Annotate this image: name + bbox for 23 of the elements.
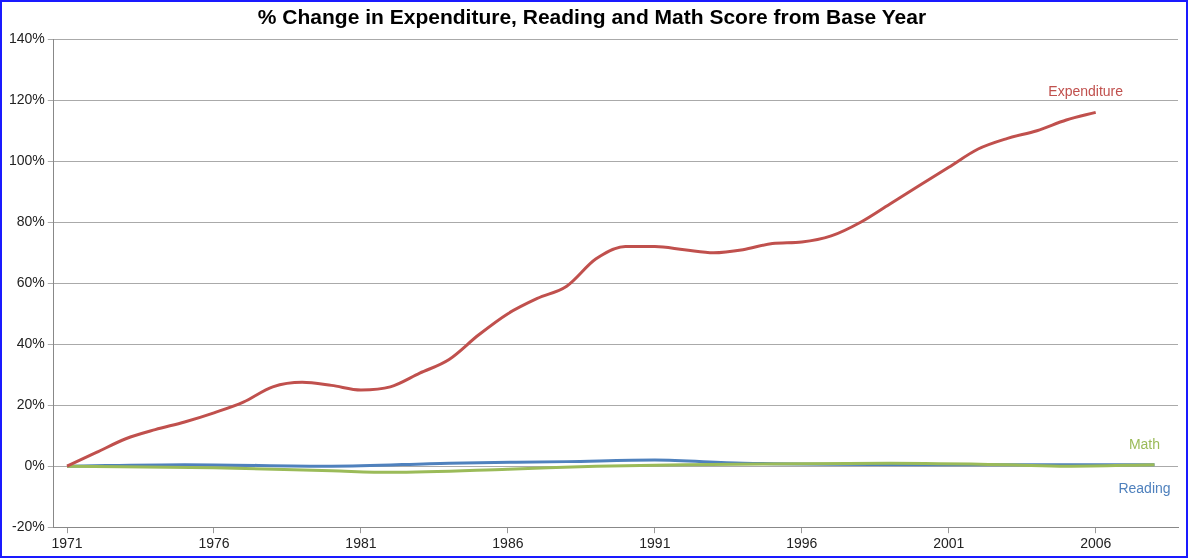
y-tick-label: 140% <box>8 30 45 47</box>
x-tick-label: 2006 <box>1080 535 1112 552</box>
x-tick-label: 1976 <box>198 535 230 552</box>
line-series <box>65 110 1098 468</box>
x-tick-label: 1981 <box>345 535 377 552</box>
series-label: Expenditure <box>1048 83 1124 100</box>
y-tick-label: 40% <box>16 335 45 352</box>
y-tick-label: 60% <box>16 274 45 291</box>
x-tick-label: 2001 <box>933 535 965 552</box>
x-tick-label: 1996 <box>786 535 818 552</box>
line-series <box>65 461 1156 474</box>
y-tick-label: 80% <box>16 213 45 230</box>
y-tick-label: 20% <box>16 396 45 413</box>
y-tick-label: 100% <box>8 152 45 169</box>
y-tick-label: 120% <box>8 91 45 108</box>
x-tick-label: 1986 <box>492 535 524 552</box>
x-tick-label: 1991 <box>639 535 671 552</box>
series-label: Math <box>1128 435 1161 452</box>
series-label: Reading <box>1118 479 1171 496</box>
y-tick-label: 0% <box>24 457 45 474</box>
chart-title: % Change in Expenditure, Reading and Math Score from Base Year <box>257 5 927 29</box>
x-tick-label: 1971 <box>51 535 83 552</box>
y-tick-label: -20% <box>12 518 45 535</box>
